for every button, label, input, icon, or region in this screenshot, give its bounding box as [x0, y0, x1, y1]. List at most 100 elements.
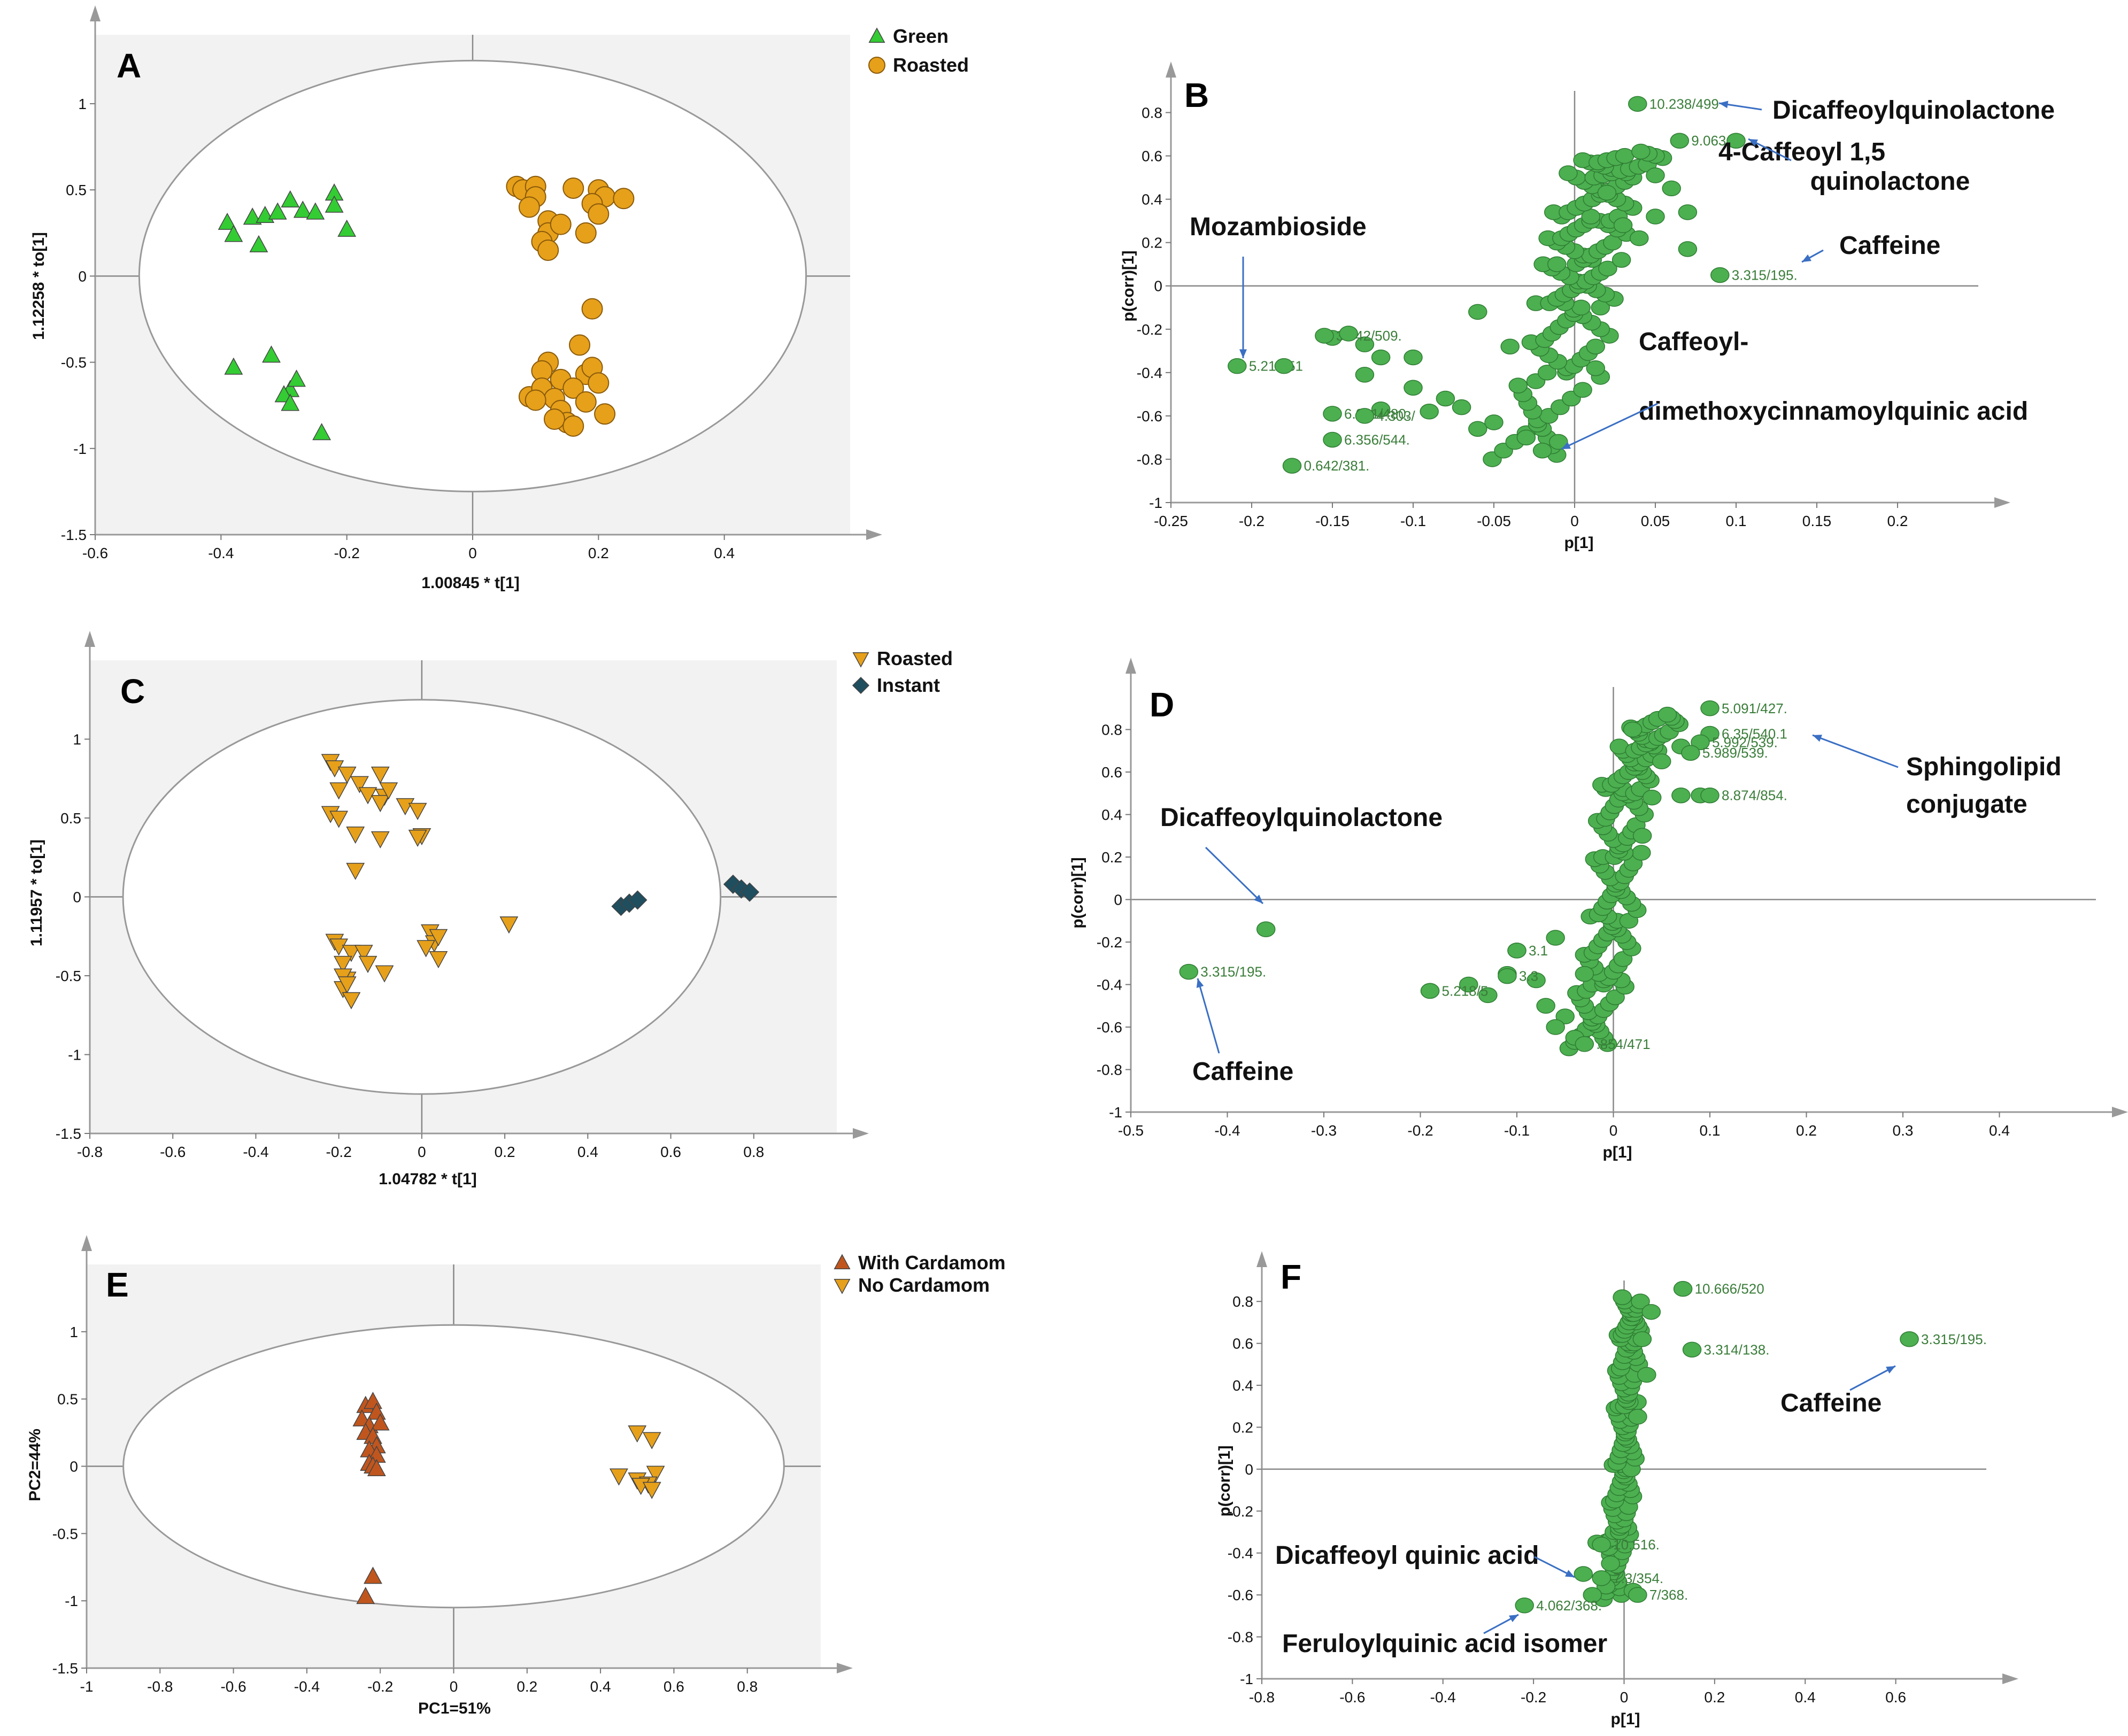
- y-tick-label: -0.8: [1137, 451, 1162, 468]
- x-tick-label: 0.6: [1885, 1689, 1906, 1706]
- legend-label: Green: [893, 25, 949, 47]
- x-tick-label: -0.2: [334, 545, 360, 561]
- point-label: 6.021/480.: [1344, 406, 1410, 422]
- data-point-instant: [739, 882, 760, 902]
- loading-point: [1404, 349, 1423, 366]
- annotation-arrow: [1812, 734, 1899, 768]
- loading-point: [1536, 998, 1555, 1014]
- loading-point: [1459, 976, 1478, 993]
- arrow-head-icon: [1565, 1570, 1575, 1577]
- panel-letter: F: [1281, 1257, 1301, 1296]
- loading-point: [1371, 349, 1391, 366]
- x-tick-label: 0.4: [577, 1144, 598, 1160]
- y-tick-label: -0.2: [1137, 321, 1162, 338]
- y-tick-label: 0.8: [1232, 1293, 1253, 1310]
- data-point-green: [224, 357, 243, 375]
- data-point-roasted: [594, 403, 616, 425]
- loading-point: [1615, 148, 1634, 164]
- legend-marker: [852, 676, 870, 695]
- point-label: 4.062/368.: [1536, 1598, 1602, 1614]
- y-tick-label: -0.6: [1137, 408, 1162, 425]
- point-label: 3.1: [1529, 943, 1548, 959]
- loading-point: [1468, 421, 1487, 437]
- confidence-ellipse: [122, 699, 722, 1095]
- loading-point: [1657, 706, 1677, 723]
- arrow-head-icon: [1802, 254, 1811, 262]
- point-label: 7.3/354.: [1613, 1570, 1663, 1586]
- data-point-with-cardamom: [356, 1587, 375, 1604]
- data-point-roasted: [499, 916, 519, 934]
- arrow-head-icon: [1561, 442, 1571, 449]
- data-point-green: [218, 212, 237, 230]
- panel-letter: D: [1150, 685, 1174, 724]
- y-axis-label: 1.12258 * to[1]: [30, 232, 48, 340]
- legend-marker: [868, 57, 885, 74]
- loading-point: [1642, 789, 1662, 806]
- x-tick-label: -0.2: [1521, 1689, 1546, 1706]
- x-tick-label: 0: [1570, 513, 1579, 529]
- x-tick-label: 0: [418, 1144, 426, 1160]
- x-axis-label: 1.00845 * t[1]: [421, 574, 519, 592]
- loading-point: [1606, 989, 1625, 1006]
- x-tick-label: 0.2: [1704, 1689, 1725, 1706]
- x-tick-label: -0.2: [326, 1144, 352, 1160]
- x-tick-label: 0.4: [1795, 1689, 1816, 1706]
- x-tick-label: 0.2: [1887, 513, 1908, 529]
- y-tick-label: 0.5: [66, 182, 87, 198]
- loading-point: [1646, 167, 1665, 183]
- arrow-head-icon: [1748, 139, 1758, 146]
- x-tick-label: -0.8: [1249, 1689, 1275, 1706]
- x-tick-label: 0: [450, 1678, 458, 1695]
- data-point-green: [325, 195, 344, 213]
- data-point-roasted: [329, 782, 349, 800]
- point-label: .854/471: [1596, 1036, 1650, 1052]
- point-label: 4.303/: [1376, 408, 1415, 424]
- x-tick-label: 0.4: [590, 1678, 611, 1695]
- point-label: 3.3: [1519, 968, 1538, 984]
- x-tick-label: 0: [468, 545, 477, 561]
- loading-point: [1555, 1008, 1575, 1024]
- loading-point: [1574, 1566, 1593, 1582]
- y-tick-label: -0.4: [1097, 977, 1122, 993]
- data-point-green: [281, 394, 300, 411]
- x-axis-arrow-icon: [2002, 1673, 2018, 1684]
- data-point-green: [306, 202, 325, 220]
- data-point-roasted: [575, 222, 597, 244]
- data-point-roasted: [562, 415, 584, 437]
- point-label: 6.35/540.1: [1722, 726, 1787, 742]
- labeled-loading-point: [1355, 408, 1375, 424]
- data-point-roasted: [581, 298, 603, 320]
- loading-point: [1641, 1304, 1661, 1320]
- data-point-roasted: [537, 240, 559, 261]
- data-point-roasted: [525, 389, 546, 411]
- annotation-label: Dicaffeoyl quinic acid: [1275, 1541, 1539, 1570]
- y-tick-label: -0.2: [1228, 1503, 1253, 1519]
- legend-marker: [868, 27, 885, 43]
- loading-point: [1612, 252, 1631, 268]
- x-tick-label: -0.4: [208, 545, 234, 561]
- data-point-roasted: [518, 196, 540, 218]
- loading-point: [1613, 217, 1633, 234]
- x-axis-label: p[1]: [1611, 1710, 1640, 1728]
- y-tick-label: 1: [78, 96, 87, 112]
- x-tick-label: -1: [80, 1678, 94, 1695]
- legend-marker: [852, 652, 869, 668]
- loading-point: [1500, 338, 1520, 354]
- x-tick-label: -0.2: [367, 1678, 393, 1695]
- data-point-instant: [628, 890, 647, 910]
- x-tick-label: 0.6: [664, 1678, 684, 1695]
- labeled-loading-point: [1628, 1587, 1647, 1603]
- x-axis-arrow-icon: [866, 529, 882, 540]
- annotation-label: Dicaffeoylquinolactone: [1160, 804, 1443, 832]
- y-tick-label: -0.6: [1097, 1019, 1122, 1036]
- point-label: 0.642/381.: [1304, 458, 1370, 474]
- y-tick-label: 0.2: [1232, 1419, 1253, 1436]
- data-point-green: [293, 200, 312, 218]
- y-tick-label: -0.2: [1097, 934, 1122, 951]
- panel-letter: E: [106, 1266, 129, 1304]
- x-tick-label: -0.2: [1407, 1122, 1433, 1139]
- data-point-roasted: [358, 955, 377, 973]
- arrow-head-icon: [1509, 1615, 1518, 1623]
- labeled-loading-point: [1691, 734, 1710, 751]
